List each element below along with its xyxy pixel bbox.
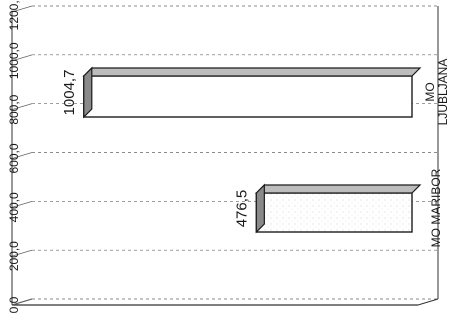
tick-label: 200,0 [7,241,21,271]
floor-right-depth [417,298,439,306]
grid-depth-line [11,5,33,13]
bar-top-face [254,184,422,194]
grid-depth-line [11,54,33,62]
category-label: MOLJUBLJANA [423,59,450,126]
grid-depth-line [11,249,33,257]
grid-depth-line [11,103,33,111]
data-label: 476,5 [233,190,250,228]
tick-label: 0,0 [7,296,21,313]
bar-front-face [83,75,413,118]
tick-label: 800,0 [7,94,21,124]
tick-label: 400,0 [7,192,21,222]
bar-top-face [82,67,422,77]
grid-depth-line [11,152,33,159]
tick-label: 600,0 [7,143,21,173]
labels: 0,0 200,0 400,0 600,0 800,0 1000,0 1200,0 476,5… [7,0,450,313]
category-label: MO MARIBOR [429,168,443,247]
grid-depth-line [11,200,33,208]
data-label: 1004,7 [61,70,78,116]
bars [82,66,422,234]
grid-depth-line [11,298,33,306]
axes [11,5,439,306]
bar-end-face [255,183,265,234]
tick-label: 1200,0 [7,0,21,30]
tick-label: 1000,0 [7,42,21,79]
bar-end-face [83,66,93,119]
bar-front-face [255,192,413,233]
